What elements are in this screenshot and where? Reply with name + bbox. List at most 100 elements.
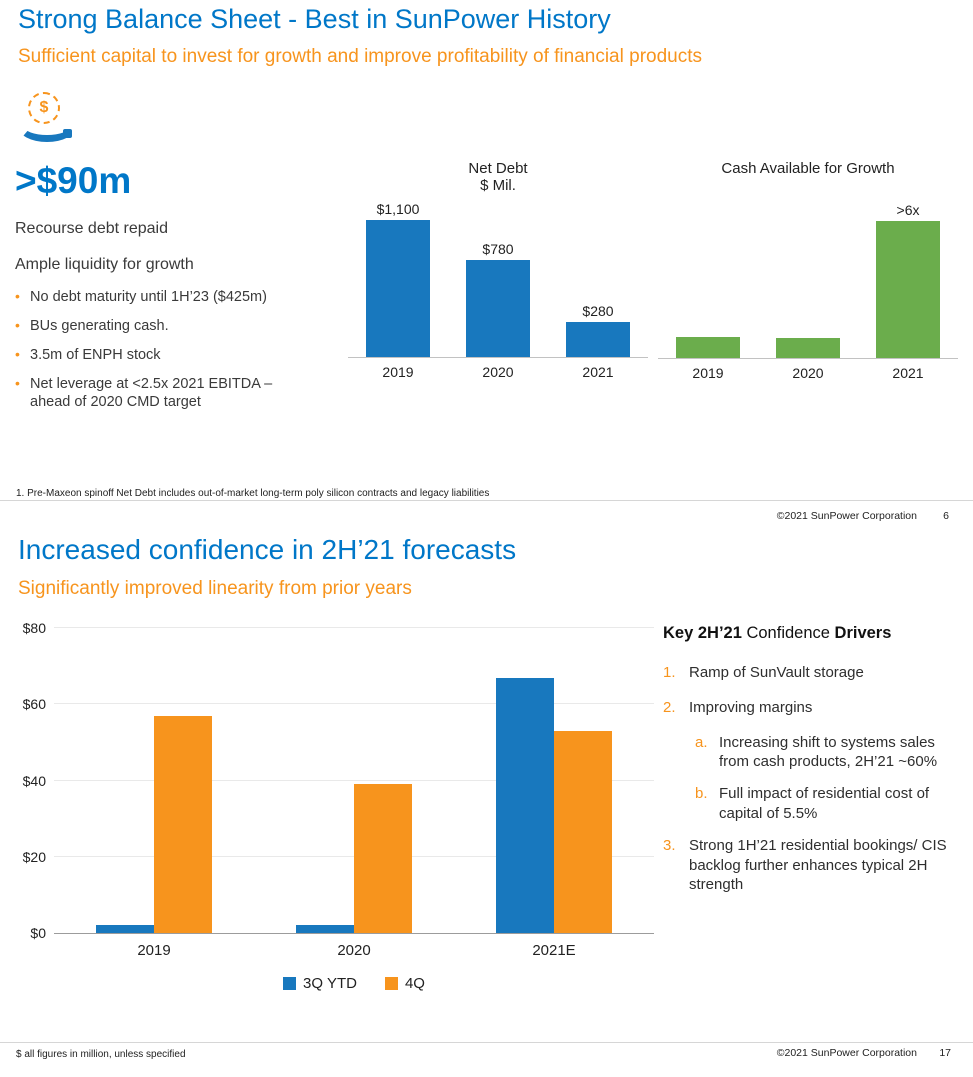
recourse-debt-caption: Recourse debt repaid bbox=[15, 220, 168, 237]
bar-wrap bbox=[96, 925, 154, 933]
x-axis-label: 2021 bbox=[582, 364, 614, 380]
bar bbox=[876, 220, 940, 358]
cash-growth-chart: Cash Available for Growth >6x 2019 2020 20… bbox=[658, 160, 958, 381]
drivers-heading-part3: Drivers bbox=[834, 624, 892, 642]
bullet-text: Net leverage at <2.5x 2021 EBITDA – ahea… bbox=[30, 375, 273, 411]
slide2-copyright: ©2021 SunPower Corporation bbox=[776, 1047, 917, 1059]
x-axis-label: 2021 bbox=[892, 365, 924, 381]
bar-group bbox=[454, 677, 654, 933]
bar-wrap bbox=[296, 925, 354, 933]
hand-tip-icon bbox=[63, 129, 72, 138]
cash-growth-chart-title: Cash Available for Growth bbox=[721, 160, 895, 177]
bar-group bbox=[658, 336, 758, 358]
x-axis-label: 2019 bbox=[382, 364, 414, 380]
bar-wrap: $280 bbox=[566, 303, 630, 357]
bar-wrap bbox=[676, 336, 740, 358]
driver-marker: a. bbox=[695, 733, 708, 751]
drivers-heading-part2: Confidence bbox=[746, 624, 835, 642]
gridline bbox=[54, 627, 654, 628]
bar-group bbox=[54, 715, 254, 933]
bar-wrap bbox=[554, 730, 612, 933]
bar bbox=[496, 677, 554, 933]
bar-value-label: $280 bbox=[582, 303, 614, 319]
slide2-footnote: $ all figures in million, unless specifi… bbox=[16, 1049, 186, 1060]
bar-group bbox=[758, 337, 858, 358]
driver-text: Improving margins bbox=[689, 698, 813, 716]
bullet-item: • 3.5m of ENPH stock bbox=[15, 346, 315, 365]
bar-wrap bbox=[154, 715, 212, 933]
net-debt-x-axis: 2019 2020 2021 bbox=[348, 364, 648, 380]
bullet-item: • No debt maturity until 1H’23 ($425m) bbox=[15, 288, 315, 307]
driver-text: Strong 1H’21 residential bookings/ CIS b… bbox=[689, 836, 947, 894]
bar bbox=[554, 730, 612, 933]
x-axis-label: 2020 bbox=[792, 365, 824, 381]
y-tick-label: $20 bbox=[22, 848, 46, 865]
bullet-dot: • bbox=[15, 374, 20, 391]
bar bbox=[366, 219, 430, 357]
bullet-dot: • bbox=[15, 288, 20, 304]
x-axis-label: 2021E bbox=[532, 942, 576, 959]
slide1-footer-divider bbox=[0, 500, 973, 501]
slide1-footnote: 1. Pre-Maxeon spinoff Net Debt includes … bbox=[16, 488, 490, 499]
bar-wrap bbox=[496, 677, 554, 933]
bar-group: $1,100 bbox=[348, 200, 448, 357]
slide2-subtitle: Significantly improved linearity from pr… bbox=[18, 578, 412, 599]
bar-wrap: $780 bbox=[466, 240, 530, 357]
driver-item: a. Increasing shift to systems sales from… bbox=[695, 733, 963, 773]
slide1-title: Strong Balance Sheet - Best in SunPower … bbox=[18, 4, 611, 34]
bar-value-label: >6x bbox=[896, 201, 920, 218]
bar-value-label: $780 bbox=[482, 240, 514, 257]
bar-wrap bbox=[354, 784, 412, 933]
bar-wrap: >6x bbox=[876, 202, 940, 358]
forecast-plot bbox=[54, 627, 654, 934]
net-debt-plot: $1,100 $780 $280 bbox=[348, 201, 648, 358]
slide-balance-sheet: Strong Balance Sheet - Best in SunPower … bbox=[0, 0, 973, 528]
bar bbox=[96, 925, 154, 933]
balance-bullet-list: • No debt maturity until 1H’23 ($425m) • BU… bbox=[15, 288, 315, 422]
bar-wrap: $1,100 bbox=[366, 200, 430, 357]
slide2-title: Increased confidence in 2H’21 forecasts bbox=[18, 534, 517, 565]
forecast-x-axis: 2019 2020 2021E bbox=[54, 942, 654, 959]
y-tick-label: $60 bbox=[22, 696, 46, 713]
bar-group: $280 bbox=[548, 303, 648, 357]
bar bbox=[466, 259, 530, 357]
bar bbox=[776, 337, 840, 358]
bar-value-label: $1,100 bbox=[376, 200, 420, 217]
legend-label: 4Q bbox=[404, 975, 425, 992]
hand-swoosh-icon bbox=[18, 111, 76, 142]
x-axis-label: 2020 bbox=[337, 942, 371, 959]
gridline bbox=[54, 703, 654, 705]
y-tick-label: $40 bbox=[22, 772, 46, 789]
net-debt-chart-title: Net Debt bbox=[468, 160, 528, 177]
legend-entry: 3Q YTD bbox=[283, 975, 357, 992]
driver-text: Increasing shift to systems sales from c… bbox=[719, 733, 938, 771]
cash-growth-plot: >6x bbox=[658, 202, 958, 359]
slide1-page-number: 6 bbox=[943, 510, 949, 522]
forecast-y-axis: $0 $20 $40 $60 $80 bbox=[10, 620, 54, 941]
driver-item: 1. Ramp of SunVault storage bbox=[663, 663, 963, 683]
driver-text: Ramp of SunVault storage bbox=[689, 664, 864, 681]
bar bbox=[154, 715, 212, 933]
bullet-item: • Net leverage at <2.5x 2021 EBITDA – ahe… bbox=[15, 375, 315, 413]
chart-legend: 3Q YTD 4Q bbox=[54, 975, 654, 992]
x-axis-label: 2020 bbox=[482, 364, 514, 380]
bar-group: >6x bbox=[858, 202, 958, 358]
y-tick-label: $0 bbox=[30, 925, 46, 941]
bullet-text: BUs generating cash. bbox=[30, 317, 169, 334]
net-debt-chart: Net Debt $ Mil. $1,100 $780 $280 2019 2020 2… bbox=[348, 160, 648, 380]
net-debt-chart-units: $ Mil. bbox=[480, 177, 516, 194]
driver-item: 2. Improving margins bbox=[663, 698, 963, 718]
money-hand-icon: $ bbox=[16, 92, 76, 142]
driver-marker: 3. bbox=[663, 836, 676, 854]
driver-text: Full impact of residential cost of capit… bbox=[719, 785, 930, 822]
gridline bbox=[54, 779, 654, 781]
slide2-footer-divider bbox=[0, 1042, 973, 1043]
recourse-debt-headline: >$90m bbox=[15, 160, 132, 201]
bullet-text: 3.5m of ENPH stock bbox=[30, 346, 161, 363]
driver-marker: 2. bbox=[663, 698, 676, 716]
liquidity-caption: Ample liquidity for growth bbox=[15, 256, 194, 273]
legend-swatch bbox=[283, 977, 297, 990]
cash-growth-x-axis: 2019 2020 2021 bbox=[658, 365, 958, 381]
forecast-chart: $0 $20 $40 $60 $80 2019 2020 2021E 3Q YTD 4Q bbox=[10, 620, 654, 992]
x-axis-label: 2019 bbox=[692, 365, 724, 381]
